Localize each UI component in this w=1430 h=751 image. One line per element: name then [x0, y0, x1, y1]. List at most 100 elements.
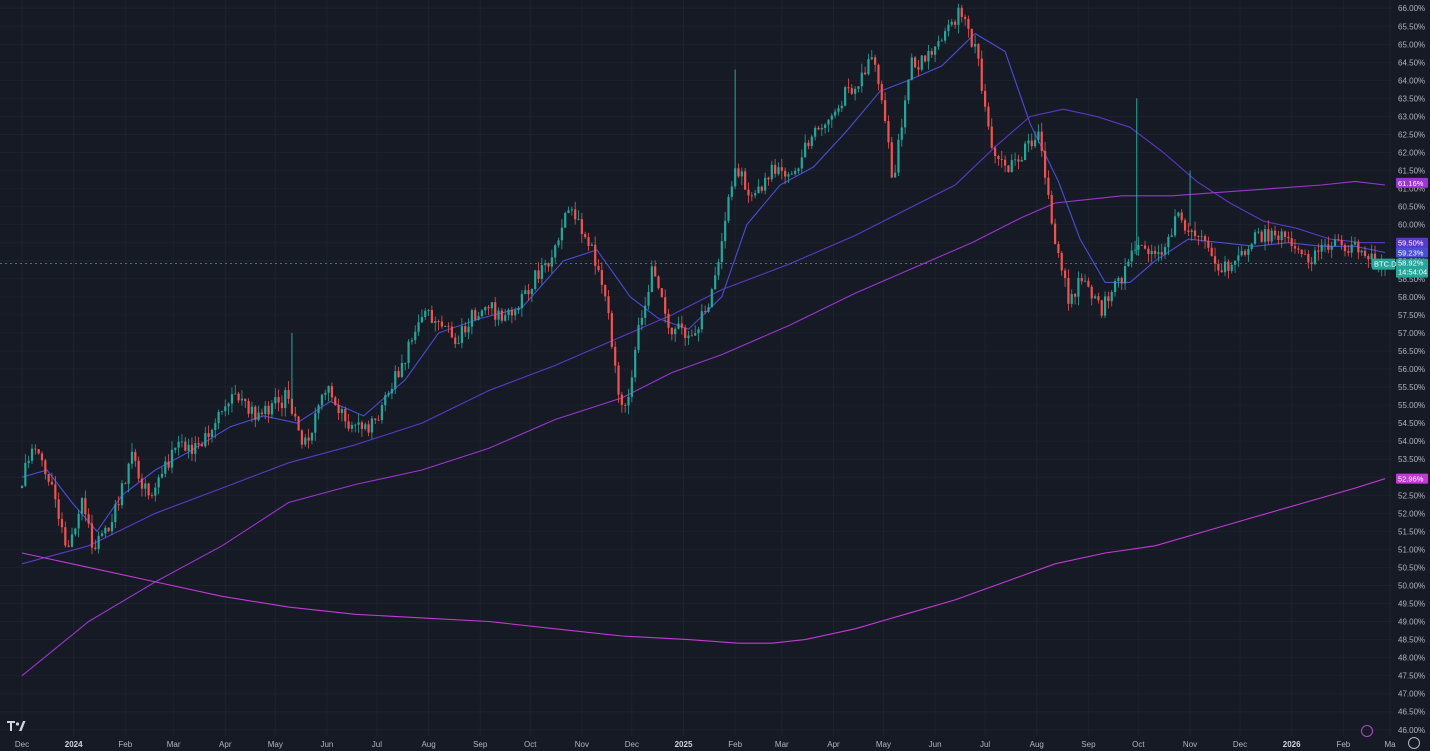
candle-body [320, 394, 324, 406]
candle [917, 59, 920, 77]
candle-body [874, 57, 877, 65]
candle [317, 403, 320, 420]
y-tick-label: 62.50% [1398, 130, 1425, 139]
candle-body [424, 310, 427, 318]
candle [864, 66, 867, 76]
y-tick-label: 47.00% [1398, 690, 1425, 699]
candle-body [970, 28, 973, 47]
x-tick-label: Mar [167, 740, 181, 749]
candle-body [860, 72, 863, 87]
candle-body [1353, 242, 1357, 245]
candle [1267, 220, 1270, 245]
candle-body [917, 67, 920, 70]
candle [1210, 242, 1213, 257]
candle [104, 525, 107, 538]
candle [927, 44, 930, 70]
candle [1367, 253, 1370, 268]
candle-body [510, 309, 513, 316]
grid [0, 0, 1392, 736]
candle-body [284, 390, 287, 409]
candle-body [864, 72, 867, 75]
y-tick-label: 65.00% [1398, 40, 1425, 49]
candle-body [840, 105, 843, 109]
candle-body [637, 324, 640, 350]
candle [300, 429, 304, 449]
candle-body [1077, 277, 1080, 297]
y-tick-label: 61.00% [1398, 185, 1425, 194]
candle-body [144, 483, 147, 489]
y-tick-label: 56.50% [1398, 347, 1425, 356]
candle [410, 337, 414, 345]
candle [20, 485, 24, 489]
candle [1173, 209, 1177, 238]
y-tick-label: 46.00% [1398, 726, 1425, 735]
candle [304, 434, 307, 447]
candle-body [1063, 270, 1067, 279]
candle [1187, 222, 1190, 237]
y-axis[interactable]: 46.00% 46.50% 47.00% 47.50% 48.00% 48.50% 49.0… [1398, 4, 1425, 735]
candle [287, 381, 290, 404]
candle-body [1313, 250, 1317, 264]
candle [1340, 235, 1343, 250]
y-tick-label: 54.50% [1398, 419, 1425, 428]
candle-body [344, 409, 347, 422]
candle [370, 416, 374, 440]
candle [60, 512, 64, 534]
candle-body [1213, 256, 1217, 264]
candle [177, 435, 180, 456]
candle-body [910, 57, 913, 80]
candle-body [490, 302, 493, 309]
candle [270, 400, 274, 419]
candle [674, 326, 677, 342]
candle [700, 304, 703, 333]
candle-body [620, 394, 623, 405]
candle-body [907, 79, 910, 101]
candle [727, 194, 730, 223]
candle [590, 242, 593, 246]
candle [654, 260, 657, 277]
x-tick-label: Feb [728, 740, 742, 749]
tradingview-logo-icon[interactable] [6, 719, 26, 733]
candle [774, 158, 777, 178]
candle [134, 448, 137, 467]
y-tick-label: 46.50% [1398, 708, 1425, 717]
candle [804, 134, 807, 158]
candle-body [1267, 229, 1270, 242]
candle-body [237, 393, 240, 401]
symbol-badge [1372, 258, 1395, 270]
candle [1157, 244, 1160, 262]
candle-body [747, 189, 750, 196]
candle-body [890, 142, 893, 178]
candle [434, 316, 437, 332]
candle-body [20, 485, 24, 489]
candle [167, 454, 170, 471]
candle [944, 27, 947, 44]
candle [1063, 268, 1067, 287]
candle [1253, 229, 1257, 246]
x-axis[interactable]: Dec 2024 Feb Mar Apr May Jun Jul Aug Sep Oct Nov Dec… [15, 740, 1396, 749]
candle-body [90, 523, 94, 548]
candle [637, 317, 640, 354]
candle-body [937, 41, 940, 47]
candle [1283, 230, 1287, 243]
candle-body [590, 244, 593, 246]
candle [614, 341, 617, 374]
lightning-icon[interactable] [1361, 725, 1373, 737]
gear-icon[interactable] [1408, 737, 1420, 749]
candle [437, 319, 440, 331]
candle-body [410, 340, 414, 342]
candle-body [240, 398, 244, 401]
candle-body [290, 398, 294, 414]
candle-body [457, 342, 460, 344]
candle-body [197, 443, 200, 445]
candle [194, 436, 197, 462]
candle [607, 290, 610, 320]
candle [380, 402, 384, 424]
candle-body [117, 504, 120, 506]
candle-body [524, 290, 527, 294]
candle-body [1083, 280, 1087, 282]
y-tick-label: 60.00% [1398, 221, 1425, 230]
candle-body [147, 483, 150, 496]
